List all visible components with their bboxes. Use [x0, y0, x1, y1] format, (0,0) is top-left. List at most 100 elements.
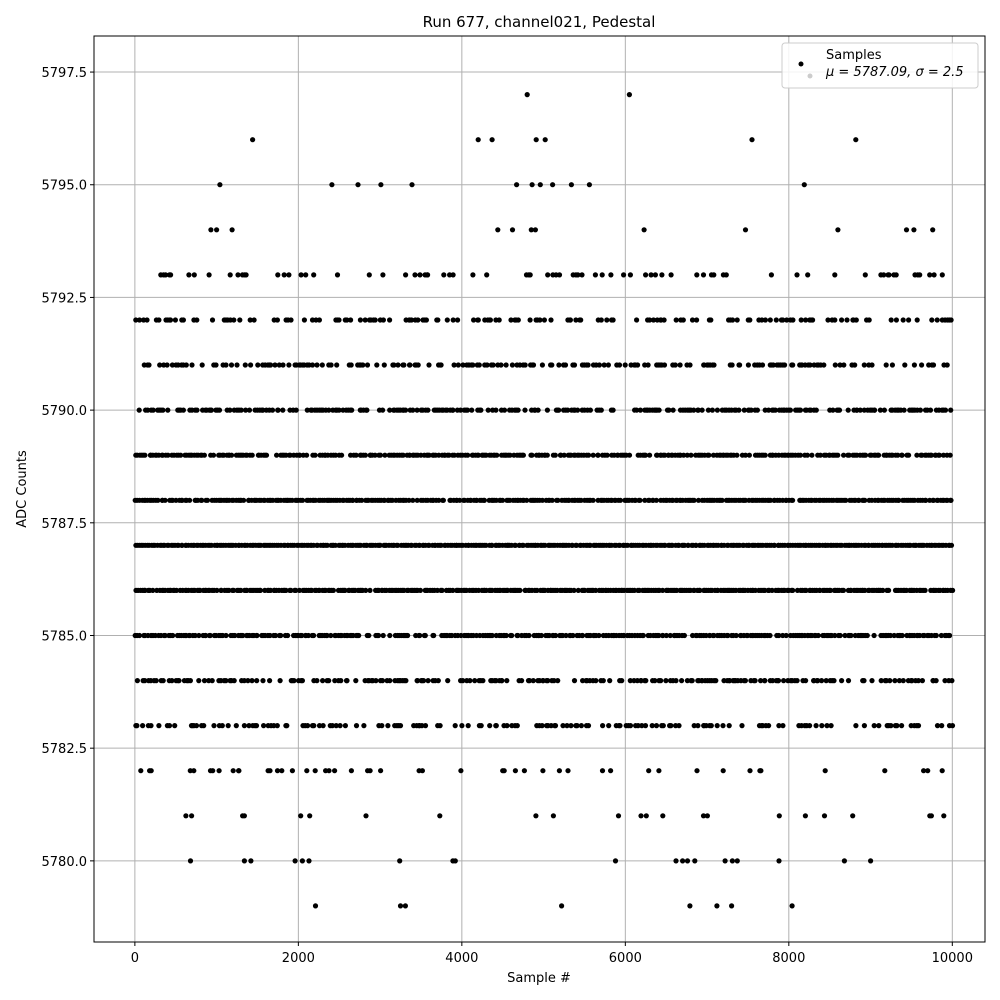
- data-point: [803, 317, 809, 323]
- data-point: [425, 272, 431, 278]
- data-point: [733, 632, 739, 639]
- data-point: [695, 497, 702, 503]
- data-point: [320, 678, 326, 684]
- data-point: [653, 723, 660, 729]
- data-point: [248, 858, 254, 864]
- data-point: [684, 858, 691, 864]
- data-point: [656, 407, 662, 413]
- data-point: [296, 587, 303, 594]
- data-point: [326, 678, 332, 684]
- data-point: [472, 678, 478, 684]
- data-point: [841, 858, 848, 864]
- data-point: [831, 678, 837, 684]
- data-point: [504, 723, 510, 729]
- data-point: [680, 858, 686, 864]
- data-point: [646, 768, 652, 774]
- y-tick-label: 5797.5: [42, 66, 88, 81]
- data-point: [372, 452, 378, 458]
- data-point: [414, 407, 420, 413]
- data-point: [578, 497, 584, 503]
- data-point: [166, 723, 173, 729]
- data-point: [845, 407, 851, 413]
- data-point: [465, 452, 471, 458]
- data-point: [794, 272, 800, 278]
- data-point: [752, 678, 758, 684]
- data-point: [180, 317, 186, 323]
- data-point: [906, 452, 912, 458]
- data-point: [901, 407, 907, 413]
- data-point: [556, 272, 563, 278]
- data-point: [142, 678, 148, 684]
- data-point: [326, 768, 332, 774]
- data-point: [550, 182, 556, 188]
- data-point: [877, 407, 884, 413]
- data-point: [524, 497, 530, 503]
- data-point: [758, 678, 764, 684]
- data-point: [470, 362, 476, 368]
- data-point: [250, 137, 256, 143]
- data-point: [216, 407, 223, 413]
- data-point: [931, 272, 937, 278]
- data-point: [395, 362, 401, 368]
- data-point: [668, 723, 674, 729]
- data-point: [604, 317, 610, 323]
- data-point: [917, 407, 924, 413]
- data-point: [643, 813, 649, 819]
- data-point: [425, 407, 431, 413]
- data-point: [478, 407, 484, 413]
- data-point: [928, 452, 935, 458]
- data-point: [887, 678, 893, 684]
- data-point: [729, 903, 735, 909]
- data-point: [223, 362, 229, 368]
- data-point: [507, 452, 513, 458]
- data-point: [520, 452, 527, 458]
- data-point: [899, 723, 905, 729]
- data-point: [551, 678, 557, 684]
- data-point: [553, 632, 559, 639]
- data-point: [661, 362, 668, 368]
- data-point: [896, 678, 903, 684]
- data-point: [899, 452, 905, 458]
- data-point: [231, 587, 237, 594]
- data-point: [514, 723, 520, 729]
- data-point: [617, 497, 624, 503]
- data-point: [228, 362, 235, 368]
- data-point: [565, 768, 571, 774]
- data-point: [762, 678, 768, 684]
- data-point: [607, 678, 613, 684]
- data-point: [627, 272, 634, 278]
- data-point: [780, 317, 786, 323]
- data-point: [676, 723, 682, 729]
- data-point: [219, 723, 225, 729]
- data-point: [841, 452, 847, 458]
- data-point: [659, 272, 665, 278]
- data-point: [173, 587, 180, 594]
- data-point: [850, 813, 856, 819]
- data-point: [832, 632, 838, 639]
- data-point: [278, 632, 284, 639]
- data-point: [840, 587, 847, 594]
- data-point: [685, 542, 691, 548]
- data-point: [803, 678, 809, 684]
- data-point: [387, 678, 393, 684]
- data-point: [900, 678, 906, 684]
- data-point: [311, 632, 317, 639]
- data-point: [329, 723, 335, 729]
- data-point: [936, 452, 943, 458]
- data-point: [876, 452, 882, 458]
- data-point: [377, 452, 383, 458]
- data-point: [277, 678, 283, 684]
- data-point: [927, 407, 934, 413]
- data-point: [417, 632, 423, 639]
- data-point: [529, 452, 535, 458]
- data-point: [899, 632, 905, 639]
- data-point: [821, 362, 827, 368]
- data-point: [509, 632, 515, 639]
- data-point: [329, 182, 335, 188]
- data-point: [568, 182, 575, 188]
- data-point: [533, 813, 539, 819]
- plot-frame: [93, 35, 986, 943]
- data-point: [367, 587, 373, 594]
- data-point: [883, 362, 889, 368]
- data-point: [412, 272, 418, 278]
